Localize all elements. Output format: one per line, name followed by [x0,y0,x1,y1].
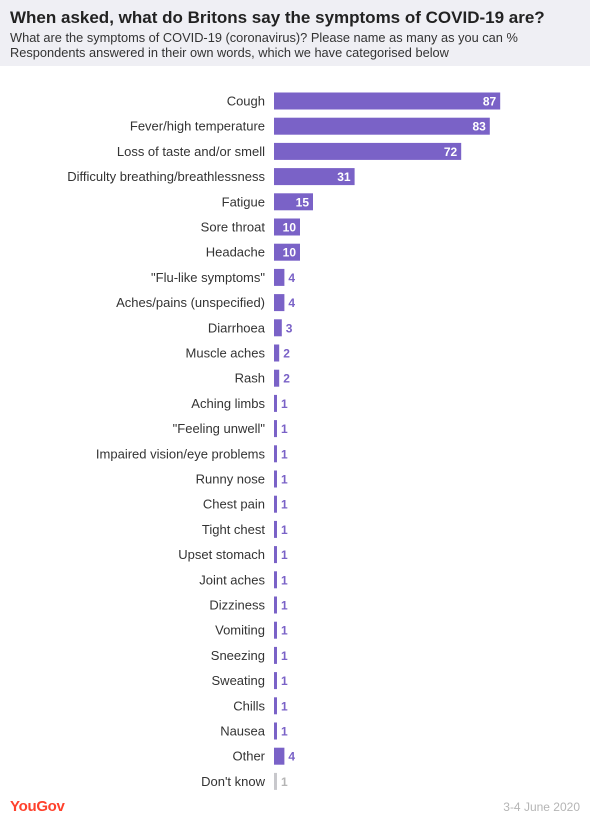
value-label: 2 [283,372,290,386]
bar [274,193,313,211]
bar [274,369,280,387]
bar [274,268,285,286]
value-label: 1 [281,447,288,461]
category-label: Aches/pains (unspecified) [116,295,265,310]
category-label: Joint aches [199,572,265,587]
bar [274,495,277,513]
bar [274,394,277,412]
bar [274,420,277,438]
value-label: 1 [281,725,288,739]
category-label: Upset stomach [178,547,265,562]
value-label: 1 [281,498,288,512]
bar [274,520,277,538]
bar [274,470,277,488]
value-label: 87 [483,95,497,109]
value-label: 1 [281,473,288,487]
category-label: Runny nose [196,472,265,487]
category-label: Chills [233,698,265,713]
value-label: 1 [281,523,288,537]
category-label: Sneezing [211,648,265,663]
category-label: Dizziness [209,598,265,613]
bar [274,646,277,664]
value-label: 1 [281,599,288,613]
category-label: Fatigue [222,194,265,209]
bar [274,142,462,160]
bar [274,218,300,236]
bar [274,697,277,715]
bar [274,571,277,589]
bar [274,546,277,564]
category-label: Other [232,749,265,764]
brand-logo: YouGov [10,798,65,815]
bar [274,596,277,614]
category-label: Loss of taste and/or smell [117,144,265,159]
survey-date: 3-4 June 2020 [503,800,580,814]
value-label: 2 [283,347,290,361]
value-label: 1 [281,422,288,436]
category-label: Don't know [201,774,266,789]
value-label: 83 [472,120,486,134]
category-label: Difficulty breathing/breathlessness [67,169,265,184]
chart-note: Respondents answered in their own words,… [10,45,449,60]
value-label: 1 [281,699,288,713]
value-label: 4 [288,296,295,310]
bar-chart: Cough 87 Fever/high temperature 83 Loss of t… [67,92,501,790]
value-label: 10 [283,221,297,235]
category-label: Sweating [212,673,265,688]
category-label: Diarrhoea [208,320,266,335]
bar [274,117,490,135]
value-label: 1 [281,649,288,663]
chart-subtitle: What are the symptoms of COVID-19 (coron… [10,30,518,45]
value-label: 3 [286,321,293,335]
bar [274,772,277,790]
chart-title: When asked, what do Britons say the symp… [10,8,545,27]
category-label: Muscle aches [186,346,266,361]
category-label: Chest pain [203,497,265,512]
category-label: Rash [235,371,265,386]
value-label: 1 [281,548,288,562]
bar [274,344,280,362]
bar [274,747,285,765]
bar [274,722,277,740]
bar [274,243,300,261]
bar [274,92,501,110]
category-label: "Feeling unwell" [173,421,266,436]
bar [274,294,285,312]
value-label: 1 [281,573,288,587]
category-label: Tight chest [202,522,265,537]
bar [274,168,355,186]
value-label: 4 [288,271,295,285]
category-label: Headache [206,245,265,260]
bar [274,445,277,463]
value-label: 10 [283,246,297,260]
bar [274,621,277,639]
category-label: "Flu-like symptoms" [151,270,265,285]
value-label: 4 [288,750,295,764]
value-label: 1 [281,624,288,638]
value-label: 1 [281,674,288,688]
value-label: 1 [281,775,288,789]
category-label: Fever/high temperature [130,119,265,134]
value-label: 31 [337,170,351,184]
category-label: Vomiting [215,623,265,638]
bar [274,672,277,690]
category-label: Sore throat [201,220,266,235]
category-label: Cough [227,94,265,109]
value-label: 72 [444,145,458,159]
value-label: 15 [296,195,310,209]
value-label: 1 [281,397,288,411]
category-label: Aching limbs [191,396,265,411]
category-label: Impaired vision/eye problems [96,446,266,461]
bar [274,319,282,337]
category-label: Nausea [220,724,266,739]
chart-header: When asked, what do Britons say the symp… [0,0,590,66]
